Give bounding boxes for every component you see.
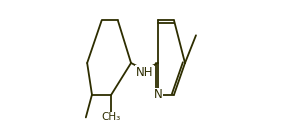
Text: NH: NH: [136, 66, 153, 79]
Text: N: N: [153, 88, 162, 101]
Text: CH₃: CH₃: [102, 112, 121, 122]
